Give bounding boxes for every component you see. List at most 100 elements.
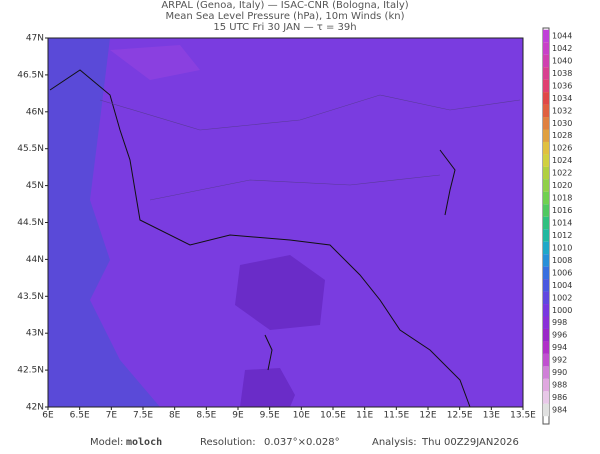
footer-value: moloch — [126, 437, 162, 448]
colorbar-label: 1024 — [552, 156, 572, 165]
colorbar-cell — [543, 279, 549, 292]
lat-label: 46.5N — [17, 70, 44, 80]
colorbar-label: 1034 — [552, 94, 572, 103]
colorbar-cell — [543, 391, 549, 404]
lat-label: 47N — [26, 34, 44, 44]
footer-value: Thu 00Z29JAN2026 — [421, 437, 519, 448]
lon-label: 11.5E — [383, 411, 409, 421]
colorbar-cell — [543, 54, 549, 68]
colorbar-cell — [543, 42, 549, 55]
island — [264, 334, 273, 371]
coastline — [439, 149, 456, 216]
lon-label: 6.5E — [70, 411, 90, 421]
colorbar-cell — [543, 67, 549, 80]
colorbar-label: 986 — [552, 393, 567, 402]
lon-label: 7E — [106, 411, 118, 421]
colorbar-label: 1014 — [552, 219, 572, 228]
colorbar-cell — [543, 29, 549, 43]
lat-label: 44N — [26, 255, 44, 265]
colorbar-cell — [543, 154, 549, 167]
colorbar-label: 1032 — [552, 106, 572, 115]
lat-label: 45N — [26, 181, 44, 191]
lat-label: 42N — [26, 403, 44, 413]
colorbar-cell — [543, 79, 549, 93]
colorbar-label: 996 — [552, 331, 567, 340]
lon-label: 11E — [356, 411, 373, 421]
colorbar-cell — [543, 328, 549, 342]
colorbar-cell — [543, 353, 549, 367]
colorbar-cell — [543, 241, 549, 255]
colorbar-label: 1042 — [552, 44, 572, 53]
lon-label: 10E — [293, 411, 310, 421]
header-line: 15 UTC Fri 30 JAN — τ = 39h — [213, 22, 356, 33]
colorbar-cell — [543, 179, 549, 192]
colorbar-label: 1020 — [552, 181, 572, 190]
lat-label: 45.5N — [17, 144, 44, 154]
lon-label: 9E — [232, 411, 244, 421]
header-line: Mean Sea Level Pressure (hPa), 10m Winds… — [166, 11, 405, 22]
map-field — [48, 38, 523, 407]
colorbar-label: 1040 — [552, 56, 572, 65]
colorbar-label: 988 — [552, 381, 567, 390]
colorbar-label: 1038 — [552, 69, 572, 78]
lon-label: 13E — [483, 411, 500, 421]
lat-label: 44.5N — [17, 218, 44, 228]
colorbar-cell — [543, 117, 549, 130]
colorbar-label: 1010 — [552, 243, 572, 252]
header-line: ARPAL (Genoa, Italy) — ISAC-CNR (Bologna… — [161, 0, 408, 11]
lon-label: 9.5E — [260, 411, 280, 421]
lat-label: 42.5N — [17, 366, 44, 376]
colorbar-cell — [543, 166, 549, 180]
lon-label: 13.5E — [510, 411, 536, 421]
colorbar-label: 1030 — [552, 119, 572, 128]
colorbar-cell — [543, 216, 549, 230]
colorbar-label: 1036 — [552, 81, 572, 90]
lat-label: 43N — [26, 329, 44, 339]
colorbar-label: 1012 — [552, 231, 572, 240]
colorbar-label: 1006 — [552, 268, 572, 277]
colorbar-label: 1000 — [552, 306, 572, 315]
colorbar-cell — [543, 378, 549, 392]
colorbar-label: 992 — [552, 356, 567, 365]
colorbar-label: 1022 — [552, 169, 572, 178]
footer-value: 0.037°×0.028° — [264, 437, 340, 448]
colorbar-cell — [543, 129, 549, 142]
low-area — [48, 38, 160, 407]
low-center — [240, 368, 295, 407]
colorbar-label: 1028 — [552, 131, 572, 140]
lon-label: 6E — [42, 411, 54, 421]
colorbar-cell — [543, 229, 549, 242]
colorbar-label: 1002 — [552, 293, 572, 302]
lon-label: 8.5E — [196, 411, 216, 421]
lon-label: 12.5E — [447, 411, 473, 421]
colorbar-cell — [543, 204, 549, 217]
footer-label: Resolution: — [200, 437, 256, 448]
colorbar-cell — [543, 403, 549, 417]
colorbar-label: 984 — [552, 406, 567, 415]
colorbar-cell — [543, 104, 549, 118]
colorbar-cell — [543, 266, 549, 280]
colorbar-cell — [543, 341, 549, 354]
lon-label: 10.5E — [320, 411, 346, 421]
colorbar-cell — [543, 191, 549, 205]
border — [99, 94, 521, 201]
colorbar-label: 1026 — [552, 144, 572, 153]
colorbar-label: 1016 — [552, 206, 572, 215]
lon-label: 7.5E — [133, 411, 153, 421]
colorbar-cell — [543, 254, 549, 267]
lon-label: 12E — [419, 411, 436, 421]
colorbar-label: 1008 — [552, 256, 572, 265]
colorbar-cell — [543, 92, 549, 105]
colorbar-label: 1004 — [552, 281, 572, 290]
colorbar-cell — [543, 141, 549, 155]
lat-label: 46N — [26, 107, 44, 117]
low-center — [235, 255, 325, 330]
colorbar-cell — [543, 291, 549, 305]
colorbar-cell — [543, 316, 549, 329]
coastline — [49, 69, 471, 408]
colorbar-cell — [543, 366, 549, 379]
colorbar-cell — [543, 304, 549, 317]
colorbar-label: 1044 — [552, 32, 572, 41]
lon-label: 8E — [169, 411, 181, 421]
